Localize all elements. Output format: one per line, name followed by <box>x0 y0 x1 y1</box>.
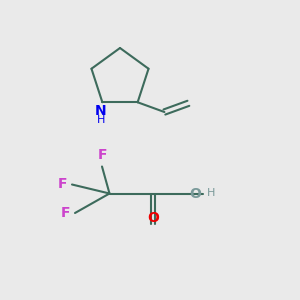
Text: H: H <box>97 115 105 125</box>
Text: F: F <box>58 178 68 191</box>
Text: O: O <box>189 187 201 200</box>
Text: F: F <box>61 206 70 220</box>
Text: H: H <box>207 188 215 199</box>
Text: N: N <box>95 104 107 118</box>
Text: F: F <box>97 148 107 162</box>
Text: O: O <box>147 211 159 225</box>
